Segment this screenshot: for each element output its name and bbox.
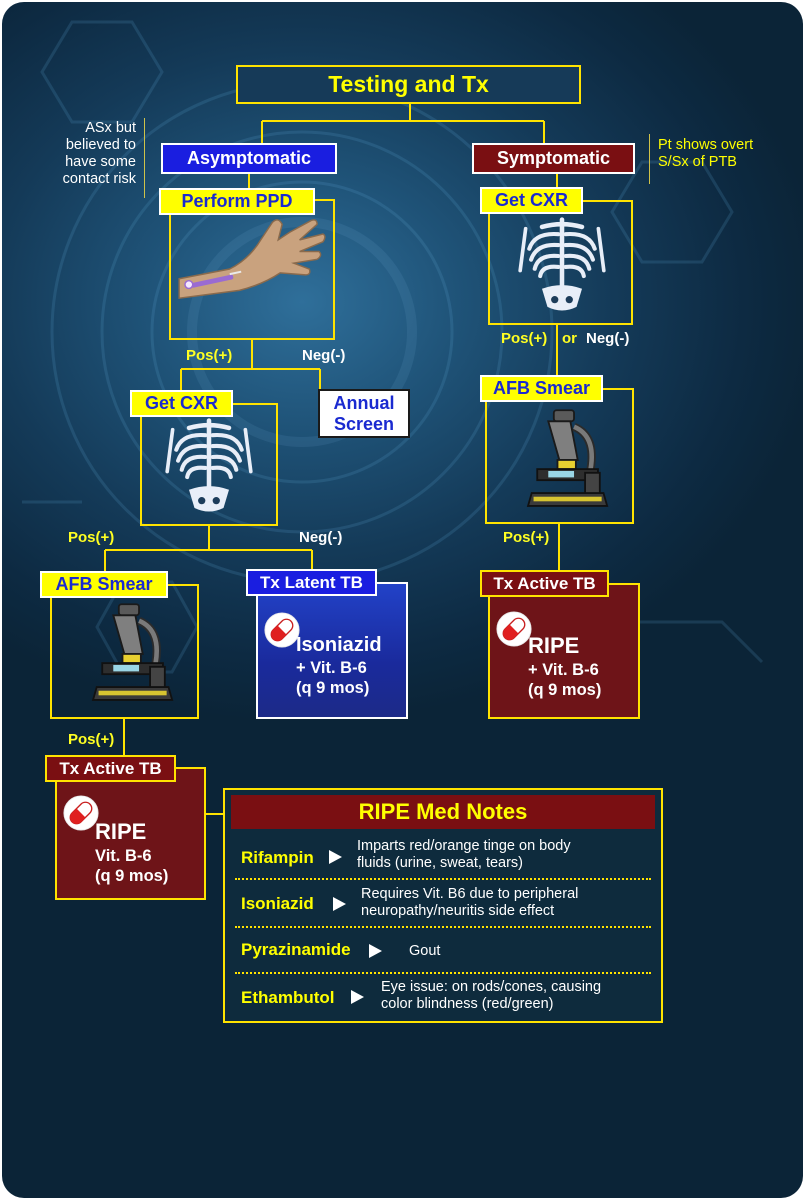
afb-smear-left-tag: AFB Smear: [40, 571, 168, 598]
med-divider: [235, 878, 651, 880]
arm-injection-icon: [178, 219, 326, 299]
asymptomatic-note: ASx but believed to have some contact ri…: [32, 120, 136, 188]
play-arrow-icon: [351, 990, 364, 1004]
get-cxr-left-tag: Get CXR: [130, 390, 233, 417]
chest-xray-icon: [514, 216, 610, 316]
latent-duration: (q 9 mos): [296, 679, 370, 697]
ripe-med-notes-panel: RIPE Med Notes Rifampin Imparts red/oran…: [223, 788, 663, 1023]
ppd-pos-label: Pos(+): [186, 347, 233, 364]
active-right-vitamin: + Vit. B-6: [528, 661, 599, 679]
med-name-pyrazinamide: Pyrazinamide: [241, 940, 351, 959]
med-desc-line: neuropathy/neuritis side effect: [361, 903, 555, 919]
active-left-duration: (q 9 mos): [95, 867, 169, 885]
med-divider: [235, 972, 651, 974]
active-right-duration: (q 9 mos): [528, 681, 602, 699]
med-name-ethambutol: Ethambutol: [241, 988, 335, 1007]
med-desc-pyrazinamide: Gout: [409, 943, 440, 960]
microscope-icon: [82, 602, 174, 704]
med-name-rifampin: Rifampin: [241, 848, 314, 867]
med-desc-line: Gout: [409, 943, 441, 959]
latent-drug-name: Isoniazid: [296, 634, 382, 656]
med-desc-line: Requires Vit. B6 due to peripheral: [361, 886, 579, 902]
med-desc-line: fluids (urine, sweat, tears): [357, 855, 524, 871]
tx-active-left-label: Tx Active TB: [59, 759, 162, 778]
get-cxr-right-label: Get CXR: [494, 190, 568, 210]
annual-screen-line: Screen: [333, 414, 395, 434]
tx-latent-label: Tx Latent TB: [260, 573, 363, 592]
pill-capsule-icon: [63, 795, 99, 831]
med-name-isoniazid: Isoniazid: [241, 894, 314, 913]
note-line: S/Sx of PTB: [658, 154, 737, 170]
get-cxr-right-frame: [488, 200, 633, 325]
perform-ppd-frame: [169, 199, 335, 340]
cxr-neg-label: Neg(-): [299, 529, 343, 546]
ppd-neg-label: Neg(-): [302, 347, 346, 364]
note-line: contact risk: [62, 171, 136, 187]
cxr-pos-label: Pos(+): [68, 529, 115, 546]
diagram-title: Testing and Tx: [236, 65, 581, 104]
tx-active-right-tag: Tx Active TB: [480, 570, 609, 597]
annual-screen-box: Annual Screen: [318, 389, 410, 438]
pill-capsule-icon: [264, 612, 300, 648]
perform-ppd-tag: Perform PPD: [159, 188, 315, 215]
asymptomatic-label: Asymptomatic: [186, 148, 312, 168]
afb-smear-left-frame: [50, 584, 199, 719]
note-line: Pt shows overt: [658, 137, 754, 153]
perform-ppd-label: Perform PPD: [181, 191, 293, 211]
active-right-drug-name: RIPE: [528, 633, 580, 658]
symptomatic-note-bracket: [649, 134, 650, 184]
note-line: ASx but: [85, 120, 136, 136]
afb-smear-right-label: AFB Smear: [492, 378, 591, 398]
chest-xray-icon: [161, 417, 257, 517]
get-cxr-left-label: Get CXR: [144, 393, 218, 413]
symptomatic-label: Symptomatic: [496, 148, 611, 168]
tx-latent-tag: Tx Latent TB: [246, 569, 377, 596]
play-arrow-icon: [369, 944, 382, 958]
med-desc-isoniazid: Requires Vit. B6 due to peripheral neuro…: [361, 886, 578, 920]
annual-screen-line: Annual: [333, 393, 395, 413]
afb-left-pos-label: Pos(+): [68, 731, 115, 748]
active-left-drug-name: RIPE: [95, 819, 147, 844]
note-line: have some: [65, 154, 136, 170]
med-desc-line: Eye issue: on rods/cones, causing: [381, 979, 602, 995]
med-desc-line: Imparts red/orange tinge on body: [357, 838, 571, 854]
right-cxr-neg-label: Neg(-): [586, 330, 630, 347]
tx-active-left-tag: Tx Active TB: [45, 755, 176, 782]
asymptomatic-branch: Asymptomatic: [161, 143, 337, 174]
med-divider: [235, 926, 651, 928]
afb-right-pos-label: Pos(+): [503, 529, 550, 546]
tx-active-right-box: RIPE + Vit. B-6 (q 9 mos): [488, 583, 640, 719]
afb-smear-left-label: AFB Smear: [55, 574, 153, 594]
get-cxr-right-tag: Get CXR: [480, 187, 583, 214]
asymptomatic-note-bracket: [144, 118, 145, 198]
tx-active-left-box: RIPE Vit. B-6 (q 9 mos): [55, 767, 206, 900]
med-desc-ethambutol: Eye issue: on rods/cones, causing color …: [381, 979, 601, 1013]
tx-latent-box: Isoniazid + Vit. B-6 (q 9 mos): [256, 582, 408, 719]
active-left-vitamin: Vit. B-6: [95, 847, 152, 865]
symptomatic-note: Pt shows overt S/Sx of PTB: [658, 137, 798, 171]
right-cxr-or-label: or: [562, 330, 577, 347]
med-desc-line: color blindness (red/green): [381, 996, 554, 1012]
get-cxr-left-frame: [140, 403, 278, 526]
latent-vitamin: + Vit. B-6: [296, 659, 367, 677]
symptomatic-branch: Symptomatic: [472, 143, 635, 174]
afb-smear-right-frame: [485, 388, 634, 524]
note-line: believed to: [65, 137, 136, 153]
pill-capsule-icon: [496, 611, 532, 647]
play-arrow-icon: [333, 897, 346, 911]
microscope-icon: [517, 408, 609, 510]
right-cxr-pos-label: Pos(+): [501, 330, 548, 347]
tx-active-right-label: Tx Active TB: [493, 574, 596, 593]
play-arrow-icon: [329, 850, 342, 864]
med-desc-rifampin: Imparts red/orange tinge on body fluids …: [357, 838, 571, 872]
ripe-med-notes-title: RIPE Med Notes: [231, 795, 655, 829]
afb-smear-right-tag: AFB Smear: [480, 375, 603, 402]
